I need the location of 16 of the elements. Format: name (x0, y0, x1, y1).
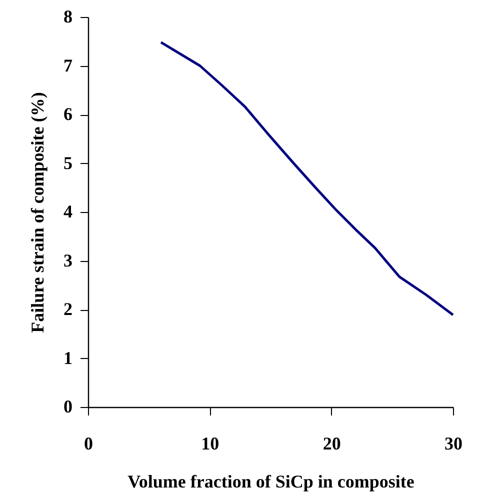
x-tick-label: 0 (84, 434, 93, 454)
x-tick-label: 20 (322, 434, 341, 454)
y-tick-label: 5 (64, 152, 72, 173)
y-tick-label: 0 (64, 396, 72, 416)
x-tick-label: 10 (201, 434, 220, 454)
y-tick-label: 4 (64, 202, 72, 222)
y-tick-label: 1 (64, 348, 72, 368)
y-tick-label: 7 (64, 55, 72, 76)
y-tick-label: 8 (64, 6, 72, 26)
y-tick-label: 3 (64, 250, 72, 270)
y-tick-label: 2 (64, 299, 72, 319)
x-tick-label: 30 (444, 434, 462, 454)
y-axis-title: Failure strain of composite (%) (28, 92, 48, 333)
line-series (160, 41, 454, 316)
x-axis-title: Volume fraction of SiCp in composite (128, 472, 414, 492)
y-tick-label: 6 (64, 104, 72, 124)
